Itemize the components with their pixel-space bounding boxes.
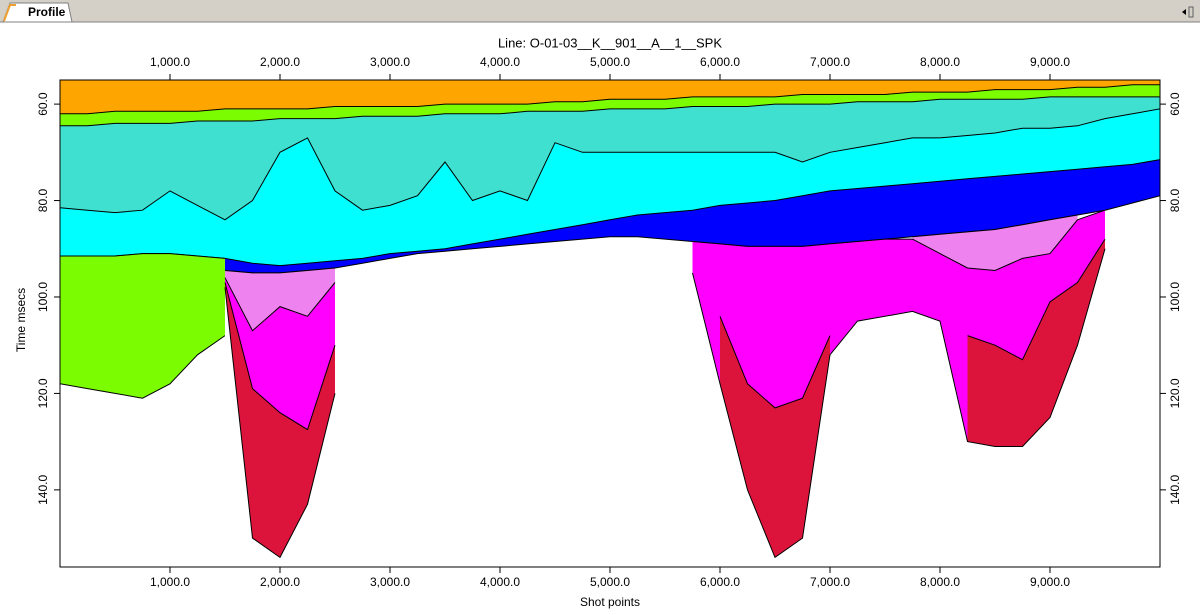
y-axis-label: Time msecs	[14, 288, 28, 352]
y-tick-label-left: 100.0	[36, 282, 50, 312]
layer-fill	[60, 335, 225, 567]
chart-title: Line: O-01-03__K__901__A__1__SPK	[498, 35, 722, 50]
x-tick-label-bottom: 2,000.0	[260, 575, 300, 589]
horizon-line	[224, 238, 1106, 431]
x-axis-label: Shot points	[580, 595, 640, 609]
x-tick-label-bottom: 4,000.0	[480, 575, 520, 589]
horizon-line	[224, 248, 1106, 559]
x-tick-label-bottom: 7,000.0	[810, 575, 850, 589]
x-tick-label-top: 1,000.0	[150, 55, 190, 69]
tab-bar	[0, 0, 1200, 22]
horizon-line	[60, 159, 1160, 267]
x-tick-label-bottom: 1,000.0	[150, 575, 190, 589]
x-tick-label-bottom: 9,000.0	[1030, 575, 1070, 589]
x-tick-label-top: 2,000.0	[260, 55, 300, 69]
x-tick-label-bottom: 8,000.0	[920, 575, 960, 589]
horizon-line	[60, 108, 1160, 221]
x-tick-label-top: 6,000.0	[700, 55, 740, 69]
x-tick-label-bottom: 6,000.0	[700, 575, 740, 589]
y-tick-label-left: 140.0	[36, 475, 50, 505]
y-tick-label-left: 120.0	[36, 378, 50, 408]
x-tick-label-bottom: 5,000.0	[590, 575, 630, 589]
scroll-arrow[interactable]	[1182, 9, 1186, 15]
x-tick-label-top: 9,000.0	[1030, 55, 1070, 69]
horizon-line	[224, 214, 1078, 274]
y-tick-label-left: 60.0	[36, 92, 50, 116]
horizon-line	[60, 84, 1160, 115]
horizon-line	[224, 209, 1106, 332]
x-tick-label-bottom: 3,000.0	[370, 575, 410, 589]
x-tick-label-top: 4,000.0	[480, 55, 520, 69]
horizon-line	[60, 96, 1160, 127]
y-tick-label-right: 60.0	[1168, 92, 1182, 116]
x-tick-label-top: 5,000.0	[590, 55, 630, 69]
y-tick-label-left: 80.0	[36, 189, 50, 213]
menu-icon[interactable]	[1188, 6, 1194, 18]
y-tick-label-right: 80.0	[1168, 189, 1182, 213]
y-tick-label-right: 100.0	[1168, 282, 1182, 312]
x-tick-label-top: 7,000.0	[810, 55, 850, 69]
horizon-line	[60, 335, 226, 399]
plot-area	[60, 80, 1160, 567]
x-tick-label-top: 3,000.0	[370, 55, 410, 69]
axes: 1,000.0 1,000.0 2,000.0 2,000.0 3,000.0 3,000…	[36, 55, 1182, 589]
y-tick-label-right: 140.0	[1168, 475, 1182, 505]
horizon-line	[60, 253, 226, 259]
tab-label[interactable]: Profile	[28, 5, 66, 19]
y-tick-label-right: 120.0	[1168, 378, 1182, 408]
tab-accent	[3, 4, 16, 22]
x-tick-label-top: 8,000.0	[920, 55, 960, 69]
layer-fill	[225, 248, 1105, 567]
